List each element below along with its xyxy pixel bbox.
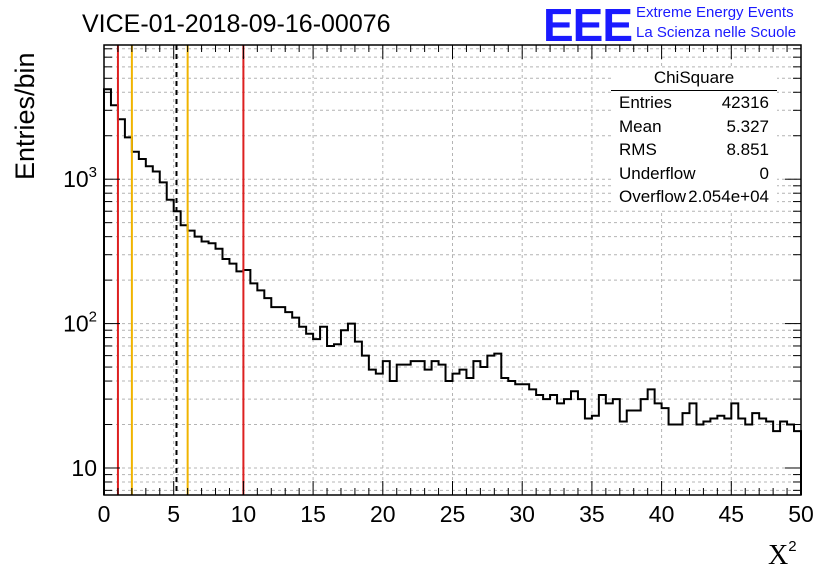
y-tick-label-base: 10 <box>63 311 89 337</box>
x-tick-label: 45 <box>719 501 745 527</box>
stats-value: 5.327 <box>726 117 769 136</box>
x-tick-label: 30 <box>509 501 535 527</box>
x-axis-label: X2 <box>768 538 797 571</box>
eee-logo: EEE <box>543 0 633 51</box>
stats-divider <box>611 90 777 91</box>
axis-ticks <box>103 45 802 495</box>
logo-line-1: Extreme Energy Events <box>636 4 794 21</box>
stats-value: 0 <box>759 164 769 183</box>
y-axis-label: Entries/bin <box>10 52 40 180</box>
stats-row-rms: RMS 8.851 <box>619 140 769 164</box>
y-tick-label-exponent: 2 <box>89 309 97 326</box>
histogram-series <box>103 88 802 495</box>
x-tick-label: 10 <box>231 501 257 527</box>
stats-value: 42316 <box>721 93 769 112</box>
y-tick-label-exponent: 3 <box>89 164 97 181</box>
stats-key: Underflow <box>619 164 696 183</box>
stats-value: 8.851 <box>726 140 769 159</box>
stats-key: Overflow <box>619 187 687 206</box>
stats-key: RMS <box>619 140 657 159</box>
chart-title: VICE-01-2018-09-16-00076 <box>82 10 391 38</box>
x-tick-label: 50 <box>788 501 814 527</box>
y-tick-label: 10 <box>71 455 97 481</box>
x-tick-label: 0 <box>98 501 111 527</box>
stats-key: Mean <box>619 117 662 136</box>
y-tick-label-base: 10 <box>71 455 97 481</box>
x-tick-label: 40 <box>649 501 675 527</box>
stats-row-overflow: Overflow 2.054e+04 <box>619 187 769 211</box>
stats-key: Entries <box>619 93 672 112</box>
stats-row-entries: Entries 42316 <box>619 93 769 117</box>
y-tick-label-base: 10 <box>63 166 89 192</box>
x-tick-label: 35 <box>579 501 605 527</box>
y-tick-label: 102 <box>63 309 97 337</box>
x-tick-label: 20 <box>370 501 396 527</box>
stats-row-mean: Mean 5.327 <box>619 117 769 141</box>
stats-title: ChiSquare <box>653 68 735 87</box>
stats-row-underflow: Underflow 0 <box>619 164 769 188</box>
x-tick-label: 5 <box>167 501 180 527</box>
stats-value: 2.054e+04 <box>688 187 769 206</box>
x-tick-label: 25 <box>440 501 466 527</box>
logo-line-2: La Scienza nelle Scuole <box>636 24 797 41</box>
y-tick-label: 103 <box>63 164 97 192</box>
x-tick-label: 15 <box>300 501 326 527</box>
stats-box: ChiSquare Entries 42316 Mean 5.327 RMS 8… <box>611 68 777 210</box>
